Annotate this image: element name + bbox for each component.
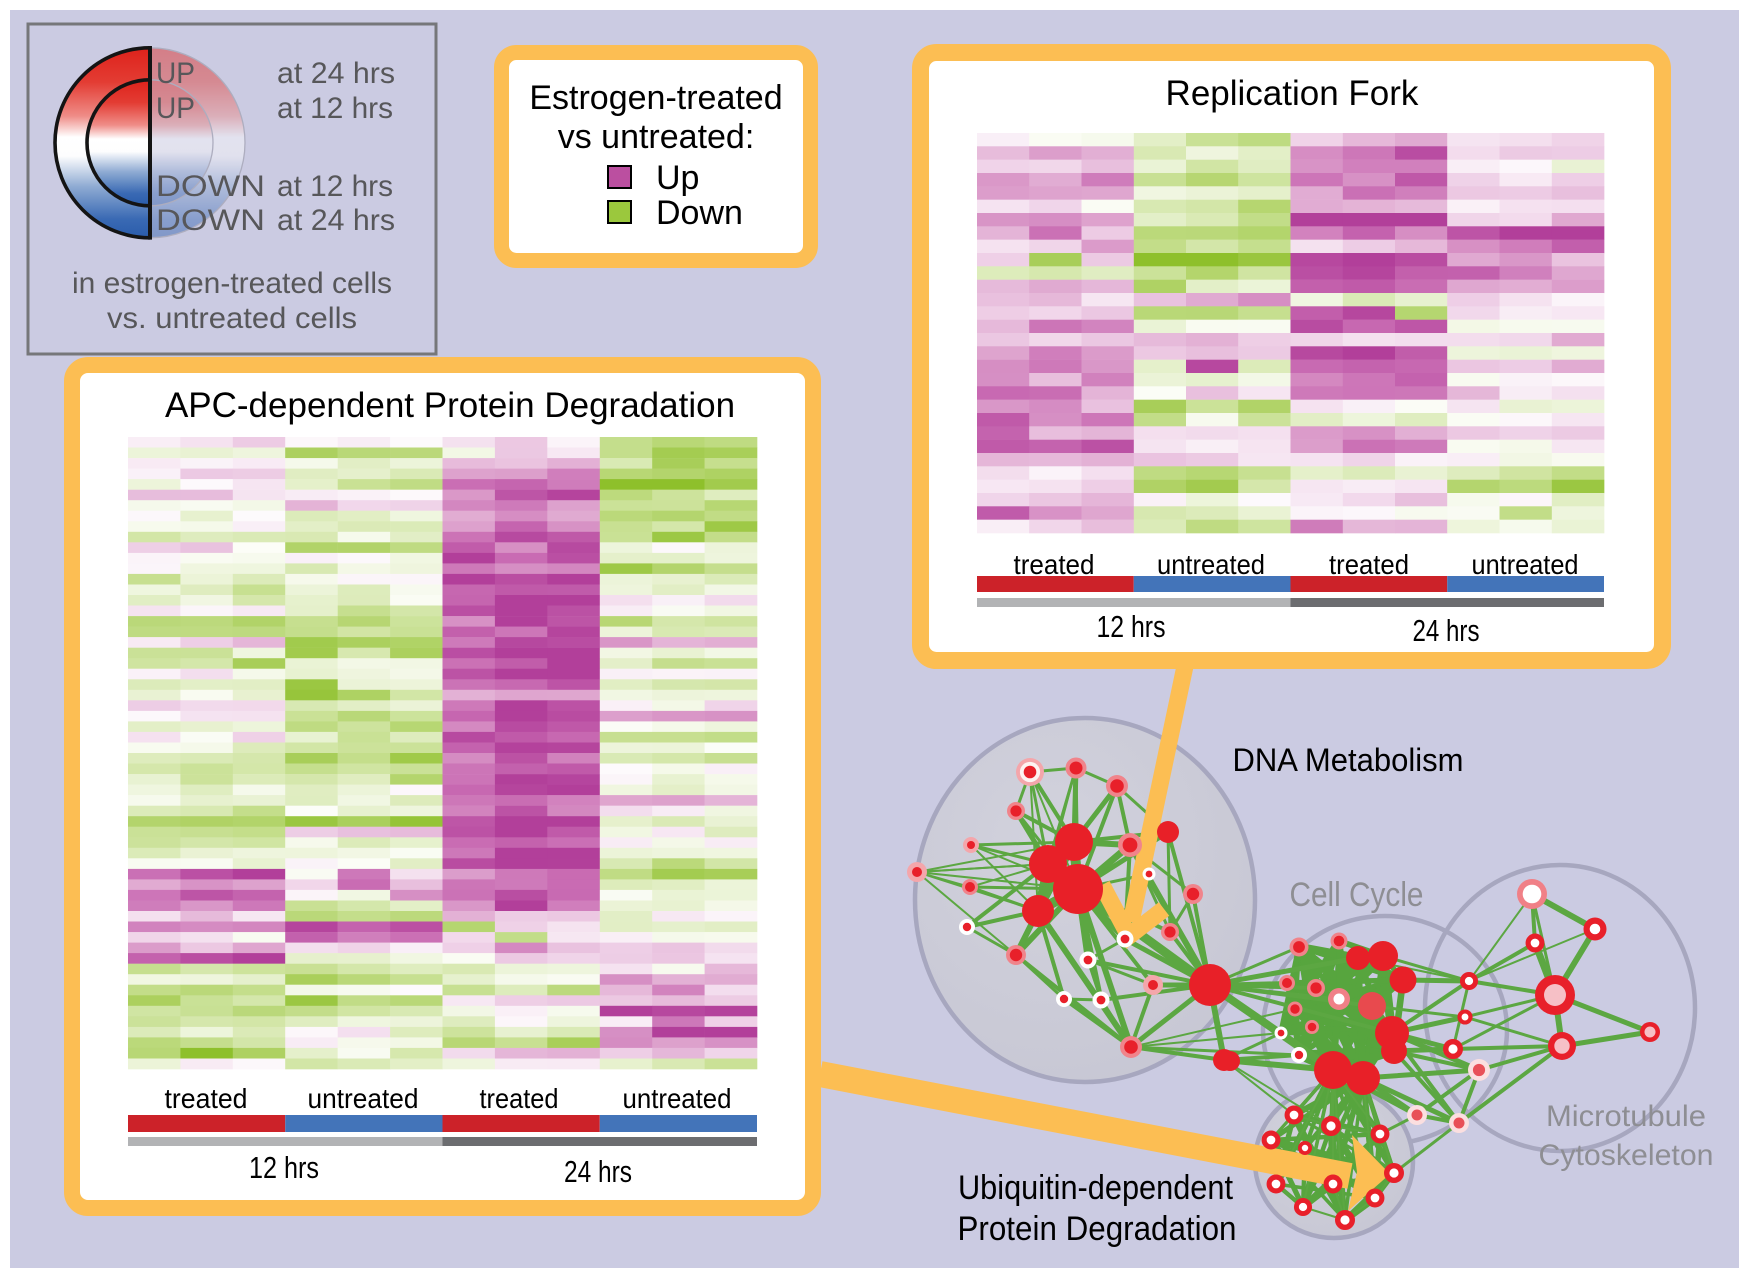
svg-text:24 hrs: 24 hrs — [1413, 613, 1480, 648]
svg-text:treated: treated — [1329, 549, 1409, 580]
svg-text:12 hrs: 12 hrs — [249, 1150, 319, 1185]
svg-text:treated: treated — [165, 1083, 248, 1114]
svg-text:UP: UP — [156, 57, 195, 90]
svg-text:in estrogen-treated cells: in estrogen-treated cells — [72, 267, 392, 300]
svg-text:untreated: untreated — [623, 1083, 732, 1114]
svg-text:untreated: untreated — [308, 1083, 419, 1114]
svg-text:treated: treated — [480, 1083, 559, 1114]
svg-text:24 hrs: 24 hrs — [564, 1154, 632, 1189]
svg-text:untreated: untreated — [1157, 549, 1265, 580]
svg-text:at 24 hrs: at 24 hrs — [277, 204, 395, 237]
svg-text:DNA Metabolism: DNA Metabolism — [1233, 742, 1464, 778]
svg-text:Replication Fork: Replication Fork — [1166, 74, 1419, 113]
svg-text:vs untreated:: vs untreated: — [558, 118, 755, 156]
svg-text:untreated: untreated — [1472, 549, 1579, 580]
svg-text:Down: Down — [656, 194, 743, 232]
svg-text:UP: UP — [156, 92, 195, 125]
svg-text:DOWN: DOWN — [156, 204, 265, 237]
svg-text:at 24 hrs: at 24 hrs — [277, 57, 395, 90]
svg-text:at 12 hrs: at 12 hrs — [277, 92, 393, 125]
svg-text:Ubiquitin-dependent: Ubiquitin-dependent — [958, 1169, 1233, 1207]
svg-text:12 hrs: 12 hrs — [1097, 609, 1166, 644]
svg-text:Protein Degradation: Protein Degradation — [958, 1210, 1237, 1248]
svg-text:Estrogen-treated: Estrogen-treated — [529, 79, 782, 117]
svg-text:treated: treated — [1014, 549, 1095, 580]
svg-text:DOWN: DOWN — [156, 170, 265, 203]
svg-text:at 12 hrs: at 12 hrs — [277, 170, 393, 203]
svg-text:Cytoskeleton: Cytoskeleton — [1539, 1139, 1714, 1172]
svg-text:APC-dependent Protein Degradat: APC-dependent Protein Degradation — [165, 386, 735, 425]
svg-text:vs. untreated cells: vs. untreated cells — [107, 302, 357, 335]
svg-text:Cell Cycle: Cell Cycle — [1290, 876, 1424, 914]
svg-text:Microtubule: Microtubule — [1546, 1100, 1706, 1133]
svg-text:Up: Up — [656, 159, 699, 197]
